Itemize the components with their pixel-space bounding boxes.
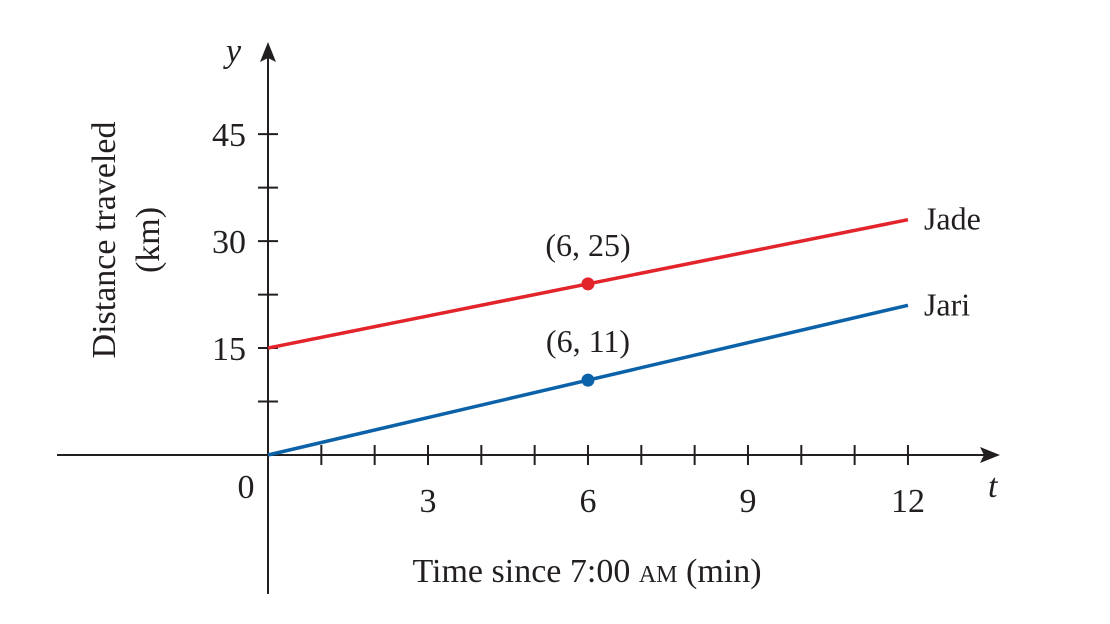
x-tick-label: 9 (739, 483, 756, 520)
axes: t y 0 (57, 33, 1000, 594)
y-tick-label: 45 (212, 117, 246, 154)
origin-label: 0 (238, 469, 255, 506)
x-tick-label: 6 (579, 483, 596, 520)
series-label-jade: Jade (924, 201, 981, 237)
y-axis-title-line1: Distance traveled (86, 122, 123, 359)
y-tick-label: 15 (212, 331, 246, 368)
y-axis-title-line2: (km) (130, 207, 167, 273)
y-axis-arrow (260, 42, 276, 62)
point-label-jari: (6, 11) (546, 323, 630, 359)
x-tick-label: 12 (891, 483, 925, 520)
x-axis-title-main: Time since 7:00 (412, 553, 638, 590)
x-tick-label: 3 (419, 483, 436, 520)
series-group: Jade (6, 25) Jari (6, 11) (267, 201, 981, 457)
point-label-jade: (6, 25) (545, 227, 630, 263)
series-label-jari: Jari (924, 286, 970, 322)
x-axis-variable: t (988, 468, 999, 505)
x-axis-title: Time since 7:00 AM (min) (412, 553, 761, 590)
x-axis-title-ampm: AM (639, 562, 678, 588)
axis-ticks: 3 6 9 12 15 30 45 (212, 117, 925, 520)
marked-point-jari (581, 373, 595, 387)
x-axis-arrow (980, 447, 1000, 463)
marked-point-jade (581, 277, 595, 291)
y-axis-variable: y (223, 33, 242, 70)
x-axis-title-unit: (min) (678, 553, 762, 590)
y-tick-label: 30 (212, 224, 246, 261)
